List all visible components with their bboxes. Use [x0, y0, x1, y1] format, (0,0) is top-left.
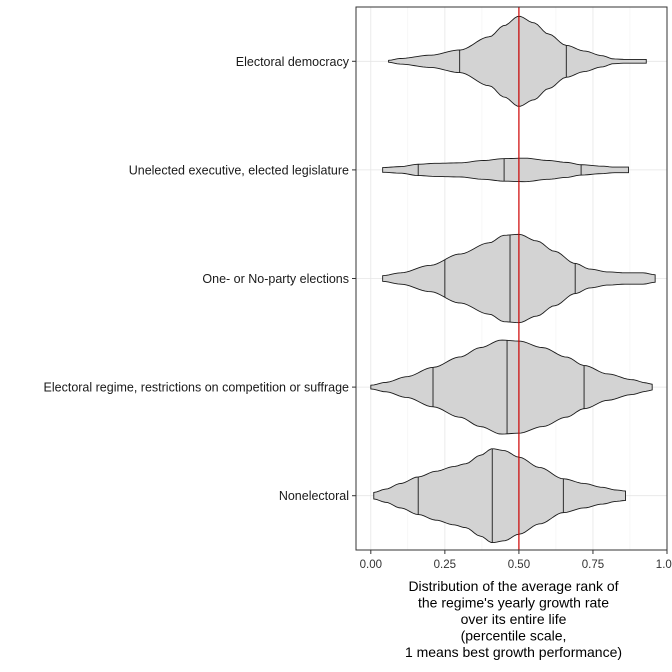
x-axis-title-line-1: the regime's yearly growth rate — [418, 595, 609, 611]
x-tick-label-2: 0.50 — [508, 559, 530, 571]
x-axis-title-line-2: over its entire life — [461, 611, 567, 627]
violin-0 — [388, 15, 647, 107]
x-axis-ticks: 0.00 0.25 0.50 0.75 1.00 — [360, 550, 672, 571]
violin-3 — [370, 339, 653, 435]
x-tick-label-3: 0.75 — [582, 559, 604, 571]
x-tick-label-4: 1.00 — [656, 559, 672, 571]
x-axis-title-line-0: Distribution of the average rank of — [408, 578, 618, 594]
category-label-2: One- or No-party elections — [202, 272, 349, 286]
category-label-1: Unelected executive, elected legislature — [129, 163, 349, 177]
x-tick-label-0: 0.00 — [360, 559, 382, 571]
violin-1 — [382, 157, 629, 183]
x-tick-label-1: 0.25 — [434, 559, 456, 571]
category-label-3: Electoral regime, restrictions on compet… — [44, 381, 350, 395]
category-label-4: Nonelectoral — [279, 489, 349, 503]
y-axis-labels: Electoral democracy Unelected executive, … — [44, 55, 356, 503]
x-axis-title-line-4: 1 means best growth performance) — [405, 644, 622, 660]
category-label-0: Electoral democracy — [236, 55, 350, 69]
violin-4 — [373, 448, 626, 544]
x-axis-title-line-3: (percentile scale, — [461, 628, 567, 644]
